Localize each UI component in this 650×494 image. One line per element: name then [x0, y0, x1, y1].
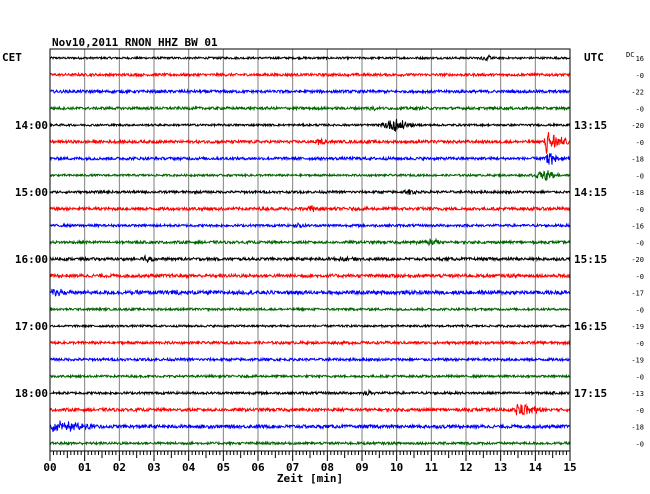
- x-tick-label: 07: [286, 461, 299, 474]
- dc-offset-label: -0: [636, 440, 644, 448]
- x-tick-label: 14: [529, 461, 543, 474]
- utc-time-label: 14:15: [574, 186, 607, 199]
- x-tick-label: 02: [113, 461, 126, 474]
- dc-offset-label: -17: [631, 290, 644, 298]
- dc-offset-label: -0: [636, 239, 644, 247]
- trace-row-17: [49, 339, 571, 346]
- dc-offset-label: -0: [636, 72, 644, 80]
- dc-offset-label: -0: [636, 172, 644, 180]
- dc-offset-label: -0: [636, 373, 644, 381]
- dc-offset-label: -20: [631, 122, 644, 130]
- trace-row-3: [49, 105, 571, 112]
- x-tick-label: 13: [494, 461, 507, 474]
- x-tick-label: 03: [147, 461, 160, 474]
- dc-offset-label: -18: [631, 424, 644, 432]
- cet-time-label: 18:00: [15, 387, 48, 400]
- trace-row-23: [49, 440, 571, 447]
- dc-offset-label: -13: [631, 390, 644, 398]
- chart-title: Nov10,2011 RNON HHZ BW 01: [52, 36, 218, 49]
- trace-row-13: [49, 272, 571, 280]
- dc-offset-label: -0: [636, 105, 644, 113]
- cet-time-label: 17:00: [15, 320, 48, 333]
- dc-offset-label: -18: [631, 189, 644, 197]
- cet-time-label: 16:00: [15, 253, 48, 266]
- trace-row-8: [49, 188, 571, 196]
- trace-row-7: [49, 170, 571, 182]
- dc-offset-label: -0: [636, 139, 644, 147]
- x-tick-label: 04: [182, 461, 196, 474]
- grid-lines: [84, 49, 536, 451]
- trace-row-10: [49, 222, 571, 229]
- x-tick-label: 06: [251, 461, 265, 474]
- dc-offset-label: -0: [636, 306, 644, 314]
- dc-offset-label: -0: [636, 407, 644, 415]
- utc-time-label: 15:15: [574, 253, 607, 266]
- dc-offset-label: 16: [636, 55, 644, 63]
- utc-time-label: 16:15: [574, 320, 607, 333]
- trace-row-11: [49, 237, 571, 247]
- row-labels: 14:00 15:00 16:00 17:00 18:00 13:15 14:15 15:15…: [15, 55, 644, 448]
- dc-offset-label: -19: [631, 323, 644, 331]
- utc-time-label: 13:15: [574, 119, 607, 132]
- x-tick-label: 09: [355, 461, 368, 474]
- x-tick-label: 12: [459, 461, 472, 474]
- dc-offset-label: -22: [631, 89, 644, 97]
- plot-frame: [49, 48, 571, 452]
- time-axis: 00 01 02 03 04 05 06 07 08 09 10 11 12 13 14 15: [43, 451, 577, 474]
- dc-offset-label: -20: [631, 256, 644, 264]
- cet-time-label: 14:00: [15, 119, 48, 132]
- trace-row-2: [49, 88, 571, 95]
- trace-row-9: [49, 205, 571, 213]
- trace-row-18: [49, 356, 571, 363]
- x-tick-label: 10: [390, 461, 403, 474]
- dc-offset-label: -16: [631, 223, 644, 231]
- trace-row-4: [49, 118, 571, 132]
- trace-row-6: [49, 153, 571, 165]
- trace-row-19: [50, 373, 571, 380]
- dc-offset-label: -0: [636, 340, 644, 348]
- trace-row-22: [49, 420, 571, 433]
- dc-offset-label: -0: [636, 206, 644, 214]
- dc-offset-label: -18: [631, 156, 644, 164]
- trace-row-1: [49, 71, 571, 78]
- trace-row-20: [49, 388, 571, 397]
- trace-row-15: [49, 306, 571, 313]
- x-tick-label: 15: [563, 461, 576, 474]
- x-tick-label: 11: [425, 461, 439, 474]
- x-tick-label: 08: [321, 461, 334, 474]
- cet-label: CET: [2, 51, 22, 64]
- x-tick-label: 01: [78, 461, 92, 474]
- utc-label: UTC: [584, 51, 604, 64]
- cet-time-label: 15:00: [15, 186, 48, 199]
- trace-row-21: [49, 403, 571, 416]
- utc-time-label: 17:15: [574, 387, 607, 400]
- dc-offset-label: -19: [631, 357, 644, 365]
- dc-label: DC: [626, 51, 634, 59]
- trace-lines: [49, 54, 571, 447]
- trace-row-16: [49, 323, 571, 329]
- x-axis-title: Zeit [min]: [277, 472, 343, 485]
- x-tick-label: 00: [43, 461, 56, 474]
- x-tick-label: 05: [217, 461, 230, 474]
- trace-row-5: [49, 131, 571, 154]
- dc-offset-label: -0: [636, 273, 644, 281]
- trace-row-12: [49, 254, 571, 264]
- trace-row-0: [49, 54, 571, 63]
- trace-row-14: [49, 288, 571, 297]
